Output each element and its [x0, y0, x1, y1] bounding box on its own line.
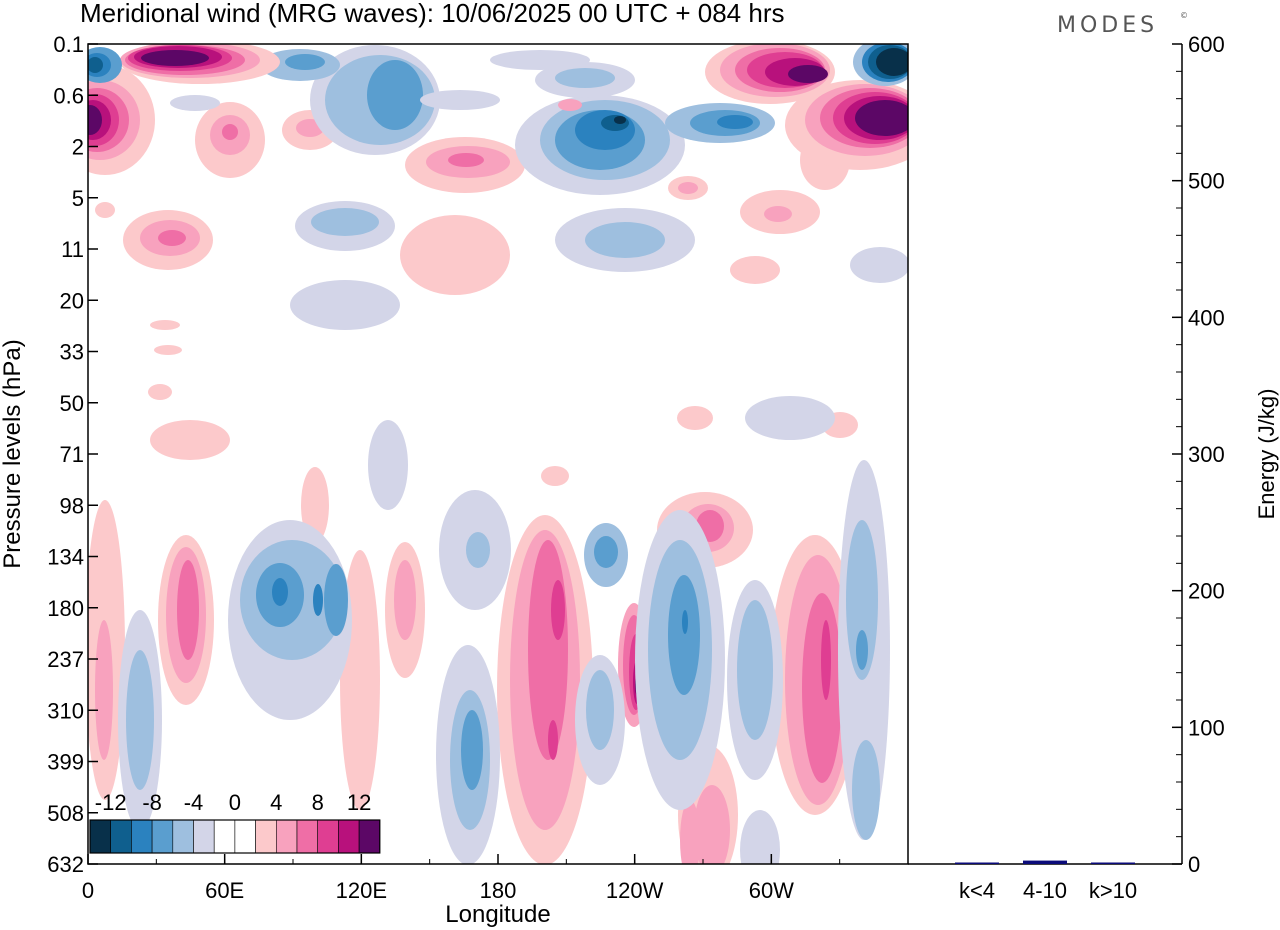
stratospheric-extremes [88, 44, 908, 175]
pressure-tick-label: 0.1 [53, 32, 84, 57]
colorbar-swatch [110, 819, 132, 854]
pressure-axis: 0.1 0.6 2 5 11 20 33 50 71 98 134 180 237 310 399 508 63… [47, 32, 98, 877]
pressure-tick-label: 11 [61, 237, 84, 262]
pressure-tick-label: 0.6 [53, 83, 84, 108]
negative-anomaly-column [436, 645, 500, 864]
longitude-axis-label: Longitude [445, 901, 550, 928]
negative-anomaly-column [228, 520, 352, 720]
energy-bar [955, 862, 999, 864]
energy-tick-label: 400 [1188, 305, 1225, 330]
energy-tick-label: 100 [1188, 715, 1225, 740]
longitude-tick-label: 120E [336, 878, 387, 903]
pressure-tick-label: 237 [47, 647, 84, 672]
energy-tick-label: 500 [1188, 169, 1225, 194]
pressure-tick-label: 134 [47, 545, 84, 570]
colorbar-swatch [296, 819, 319, 854]
colorbar-swatch [275, 819, 298, 854]
colorbar-label: 0 [229, 790, 241, 815]
energy-category-label: k<4 [959, 878, 995, 903]
negative-anomaly-column [118, 396, 890, 864]
modes-logo: MODES [1057, 13, 1158, 38]
pressure-tick-label: 98 [60, 493, 84, 518]
colorbar-label: 4 [270, 790, 282, 815]
modes-logo-mark: © [1180, 11, 1192, 20]
longitude-tick-label: 60W [749, 878, 794, 903]
colorbar-label: -12 [95, 790, 127, 815]
pressure-tick-label: 2 [72, 135, 84, 160]
colorbar-swatch [89, 819, 112, 854]
pressure-tick-label: 33 [60, 340, 84, 365]
energy-category-label: 4-10 [1023, 878, 1067, 903]
energy-tick-label: 300 [1188, 442, 1225, 467]
pressure-tick-label: 180 [47, 596, 84, 621]
colorbar-swatch [358, 819, 381, 854]
colorbar-swatch [317, 819, 339, 854]
energy-axis-label: Energy (J/kg) [1254, 389, 1279, 520]
energy-bar [1023, 860, 1067, 864]
colorbar-swatch [255, 819, 277, 854]
colorbar-swatch [151, 819, 174, 854]
longitude-tick-label: 120W [606, 878, 664, 903]
longitude-tick-label: 180 [480, 878, 517, 903]
pressure-tick-label: 50 [60, 391, 84, 416]
colorbar-swatch [234, 819, 256, 854]
pressure-tick-label: 399 [47, 750, 84, 775]
contour-field [88, 44, 908, 864]
pressure-tick-label: 310 [47, 698, 84, 723]
pressure-tick-label: 632 [47, 852, 84, 877]
energy-tick-label: 0 [1188, 852, 1200, 877]
colorbar-swatch [338, 819, 360, 854]
energy-tick-label: 600 [1188, 32, 1225, 57]
colorbar-label: -8 [142, 790, 162, 815]
longitude-tick-label: 60E [205, 878, 244, 903]
longitude-axis: 0 60E 120E 180 120W 60W [82, 854, 909, 903]
colorbar-label: 12 [347, 790, 371, 815]
pressure-tick-label: 20 [60, 288, 84, 313]
colorbar-label: -4 [184, 790, 204, 815]
colorbar-swatch [131, 819, 153, 854]
energy-tick-label: 200 [1188, 579, 1225, 604]
positive-anomaly-column [770, 535, 860, 815]
energy-axis: 0 100 200 300 400 500 600 [1172, 32, 1225, 877]
energy-category-label: k>10 [1089, 878, 1137, 903]
colorbar-swatch [213, 819, 236, 854]
pressure-axis-label: Pressure levels (hPa) [0, 339, 26, 568]
colorbar-swatch [193, 819, 215, 854]
colorbar-frame [89, 819, 381, 854]
pressure-tick-label: 5 [72, 186, 84, 211]
upper-level-features [170, 45, 850, 195]
positive-anomaly-column [497, 515, 593, 864]
colorbar-swatch [172, 819, 194, 854]
colorbar: -12 -8 -4 0 4 8 12 [89, 790, 381, 854]
pressure-tick-label: 508 [47, 801, 84, 826]
pressure-tick-label: 71 [60, 442, 84, 467]
mid-level-features [95, 176, 908, 330]
energy-bars: k<4 4-10 k>10 [955, 860, 1137, 903]
energy-bar [1091, 862, 1135, 864]
colorbar-label: 8 [312, 790, 324, 815]
longitude-tick-label: 0 [82, 878, 94, 903]
chart-title: Meridional wind (MRG waves): 10/06/2025 … [80, 0, 785, 28]
